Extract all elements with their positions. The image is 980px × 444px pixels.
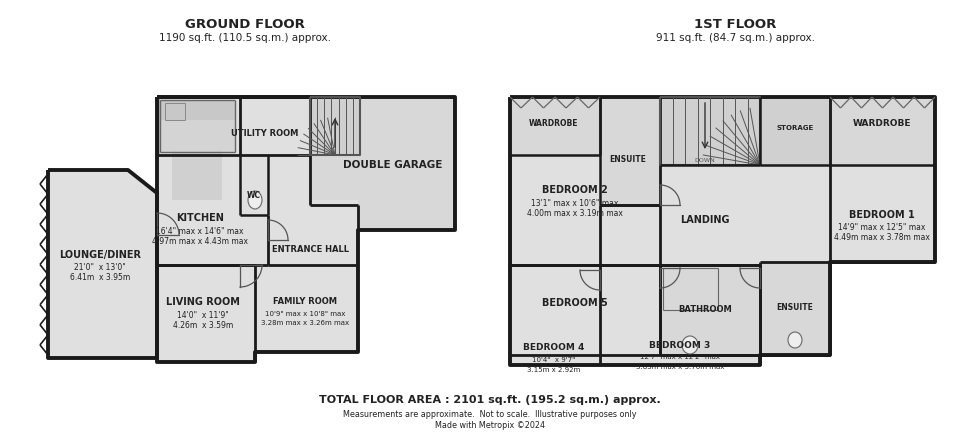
Polygon shape xyxy=(660,265,760,355)
Text: 12'7" max x 12'2" max: 12'7" max x 12'2" max xyxy=(640,354,720,360)
Text: Measurements are approximate.  Not to scale.  Illustrative purposes only: Measurements are approximate. Not to sca… xyxy=(343,409,637,419)
Polygon shape xyxy=(510,97,935,365)
Text: 4.49m max x 3.78m max: 4.49m max x 3.78m max xyxy=(834,234,930,242)
Text: 6.41m  x 3.95m: 6.41m x 3.95m xyxy=(70,274,130,282)
Text: LIVING ROOM: LIVING ROOM xyxy=(166,297,240,307)
Text: BATHROOM: BATHROOM xyxy=(678,305,732,314)
Text: 16'4" max x 14'6" max: 16'4" max x 14'6" max xyxy=(156,227,244,237)
Text: WARDROBE: WARDROBE xyxy=(529,119,579,127)
Text: FAMILY ROOM: FAMILY ROOM xyxy=(273,297,337,306)
Text: WC: WC xyxy=(247,190,261,199)
Text: Made with Metropix ©2024: Made with Metropix ©2024 xyxy=(435,420,545,429)
Text: BEDROOM 4: BEDROOM 4 xyxy=(523,344,585,353)
Text: BEDROOM 5: BEDROOM 5 xyxy=(542,298,608,308)
Polygon shape xyxy=(600,97,660,205)
Text: 3.15m x 2.92m: 3.15m x 2.92m xyxy=(527,367,580,373)
Text: 14'9" max x 12'5" max: 14'9" max x 12'5" max xyxy=(838,223,926,233)
Text: DOUBLE GARAGE: DOUBLE GARAGE xyxy=(343,160,443,170)
Text: ENSUITE: ENSUITE xyxy=(610,155,647,164)
Polygon shape xyxy=(660,97,760,165)
Text: 4.26m  x 3.59m: 4.26m x 3.59m xyxy=(172,321,233,329)
Text: UTILITY ROOM: UTILITY ROOM xyxy=(231,128,299,138)
Text: 10'4"  x 9'7": 10'4" x 9'7" xyxy=(532,357,575,363)
Polygon shape xyxy=(760,262,830,355)
Text: ENTRANCE HALL: ENTRANCE HALL xyxy=(271,246,349,254)
Text: 911 sq.ft. (84.7 sq.m.) approx.: 911 sq.ft. (84.7 sq.m.) approx. xyxy=(656,33,814,43)
Text: WARDROBE: WARDROBE xyxy=(853,119,911,127)
Text: 3.28m max x 3.26m max: 3.28m max x 3.26m max xyxy=(261,320,349,326)
Polygon shape xyxy=(310,97,360,155)
Text: 4.97m max x 4.43m max: 4.97m max x 4.43m max xyxy=(152,238,248,246)
Polygon shape xyxy=(760,97,830,165)
Polygon shape xyxy=(48,170,157,358)
Text: KITCHEN: KITCHEN xyxy=(176,213,224,223)
Polygon shape xyxy=(172,150,222,200)
Ellipse shape xyxy=(788,332,802,348)
Text: 21'0"  x 13'0": 21'0" x 13'0" xyxy=(74,263,125,273)
Text: 1190 sq.ft. (110.5 sq.m.) approx.: 1190 sq.ft. (110.5 sq.m.) approx. xyxy=(159,33,331,43)
Polygon shape xyxy=(160,120,235,152)
Text: DOWN: DOWN xyxy=(695,158,715,163)
Text: ENSUITE: ENSUITE xyxy=(776,304,813,313)
Ellipse shape xyxy=(248,191,262,209)
Polygon shape xyxy=(160,100,235,120)
Text: 4.00m max x 3.19m max: 4.00m max x 3.19m max xyxy=(527,209,623,218)
Text: 3.83m max x 3.70m max: 3.83m max x 3.70m max xyxy=(636,364,724,370)
Text: STORAGE: STORAGE xyxy=(776,125,813,131)
Ellipse shape xyxy=(682,336,698,354)
Polygon shape xyxy=(310,97,455,230)
Text: 13'1" max x 10'6" max: 13'1" max x 10'6" max xyxy=(531,198,618,207)
Text: 14'0"  x 11'9": 14'0" x 11'9" xyxy=(177,310,229,320)
Polygon shape xyxy=(510,97,600,155)
Text: BEDROOM 1: BEDROOM 1 xyxy=(849,210,915,220)
Text: 1ST FLOOR: 1ST FLOOR xyxy=(694,19,776,32)
Text: BEDROOM 3: BEDROOM 3 xyxy=(650,341,710,349)
Polygon shape xyxy=(157,97,455,362)
Text: TOTAL FLOOR AREA : 2101 sq.ft. (195.2 sq.m.) approx.: TOTAL FLOOR AREA : 2101 sq.ft. (195.2 sq… xyxy=(319,395,661,405)
Text: BEDROOM 2: BEDROOM 2 xyxy=(542,185,608,195)
Text: GROUND FLOOR: GROUND FLOOR xyxy=(185,19,305,32)
Text: LOUNGE/DINER: LOUNGE/DINER xyxy=(59,250,141,260)
Polygon shape xyxy=(830,97,935,165)
Text: LANDING: LANDING xyxy=(680,215,730,225)
Text: 10'9" max x 10'8" max: 10'9" max x 10'8" max xyxy=(265,311,345,317)
